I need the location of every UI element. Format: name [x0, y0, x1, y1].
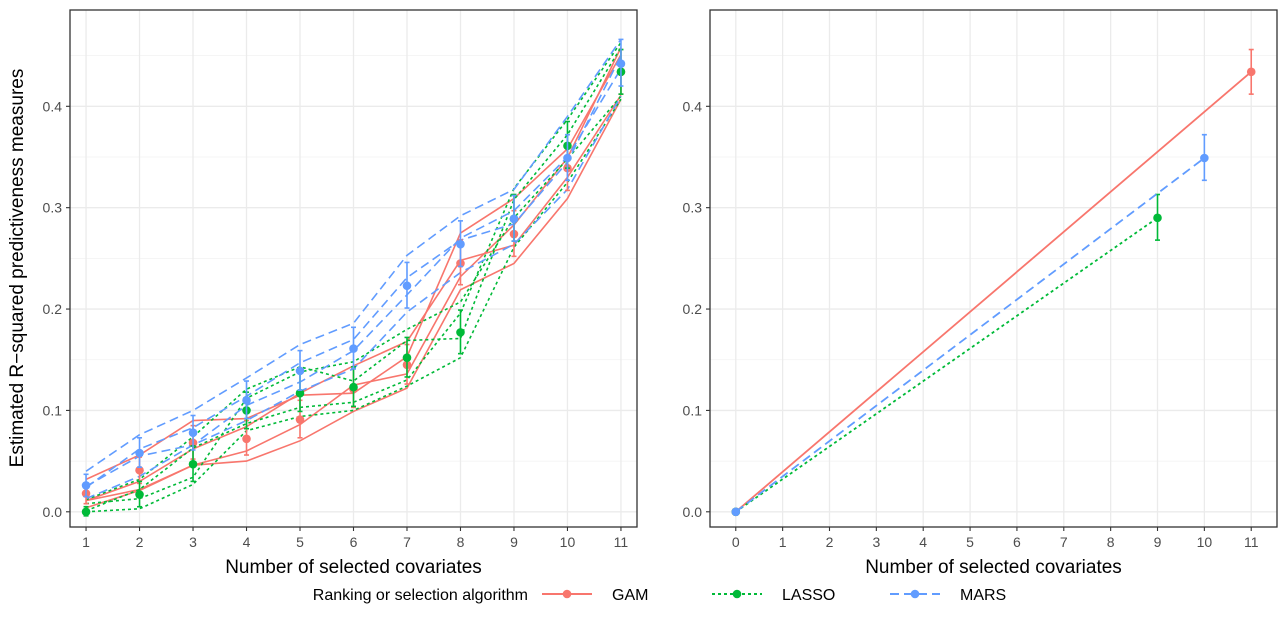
data-point-lasso	[135, 490, 144, 499]
x-tick-label: 5	[296, 534, 304, 550]
legend-label-lasso: LASSO	[782, 587, 835, 604]
x-tick-label: 3	[189, 534, 197, 550]
data-point-mars	[295, 366, 305, 376]
x-tick-label: 5	[966, 534, 974, 550]
x-tick-label: 8	[457, 534, 465, 550]
y-tick-label: 0.1	[683, 402, 703, 418]
x-axis-title: Number of selected covariates	[225, 557, 482, 578]
y-tick-label: 0.2	[43, 301, 63, 317]
data-point-lasso	[349, 382, 358, 392]
panel-left: 1 2 3 4 5 6 7 8 9 10 11 0.0 0.1 0.2 0.3 0.4 Number of se…	[43, 9, 638, 578]
legend-label-mars: MARS	[960, 587, 1006, 604]
data-point-gam	[135, 465, 144, 475]
x-tick-label: 7	[1060, 534, 1068, 550]
y-tick-label: 0.0	[683, 504, 703, 520]
legend-key-point-gam	[562, 589, 572, 599]
x-tick-label: 6	[1013, 534, 1021, 550]
legend-key-point-mars	[910, 589, 920, 599]
series-line-lasso	[735, 217, 1159, 513]
band-line-mars	[85, 38, 622, 472]
data-point-mars	[242, 395, 251, 405]
x-tick-label: 1	[82, 534, 90, 550]
data-point-mars	[349, 344, 358, 353]
legend-label-gam: GAM	[612, 587, 648, 604]
data-point-lasso	[402, 353, 412, 363]
data-point-lasso	[295, 388, 305, 398]
data-point-gam	[295, 415, 305, 424]
data-point-gam	[1246, 67, 1256, 77]
data-point-mars	[616, 59, 626, 69]
data-point-mars	[81, 481, 91, 490]
x-tick-label: 2	[826, 534, 834, 550]
y-tick-label: 0.1	[43, 402, 63, 418]
data-point-lasso	[188, 459, 198, 469]
legend-title: Ranking or selection algorithm	[313, 587, 528, 604]
legend-key-point-lasso	[732, 589, 742, 599]
data-point-mars	[456, 239, 465, 249]
data-point-mars	[563, 153, 572, 163]
data-point-mars	[509, 214, 519, 224]
x-tick-label: 4	[919, 534, 927, 550]
data-point-mars	[188, 428, 198, 438]
data-point-gam	[242, 434, 251, 444]
y-tick-label: 0.4	[683, 98, 703, 114]
y-tick-label: 0.3	[683, 200, 703, 216]
x-tick-label: 8	[1107, 534, 1115, 550]
x-axis-title: Number of selected covariates	[865, 557, 1122, 578]
x-tick-label: 4	[243, 534, 251, 550]
data-point-lasso	[81, 507, 91, 517]
x-tick-label: 6	[350, 534, 358, 550]
x-tick-label: 11	[1244, 534, 1259, 550]
data-point-lasso	[1153, 213, 1162, 223]
data-point-lasso	[456, 328, 465, 337]
x-tick-label: 3	[872, 534, 880, 550]
x-tick-label: 2	[136, 534, 144, 550]
data-point-mars	[402, 281, 412, 291]
panel-border	[709, 9, 1278, 528]
y-tick-label: 0.0	[43, 504, 63, 520]
x-tick-label: 9	[510, 534, 518, 550]
y-tick-label: 0.3	[43, 200, 63, 216]
x-tick-label: 0	[732, 534, 740, 550]
x-tick-label: 1	[779, 534, 787, 550]
band-line-mars	[85, 55, 622, 489]
x-tick-label: 11	[614, 534, 629, 550]
x-tick-label: 9	[1154, 534, 1162, 550]
y-tick-label: 0.4	[43, 98, 63, 114]
data-point-mars	[135, 448, 144, 458]
series-line-gam	[735, 71, 1252, 513]
band-line-lasso	[85, 47, 622, 501]
x-tick-label: 10	[560, 534, 576, 550]
y-tick-label: 0.2	[683, 301, 703, 317]
y-axis-title: Estimated R−squared predictiveness measu…	[7, 69, 28, 468]
band-line-lasso	[86, 98, 622, 513]
x-tick-label: 7	[403, 534, 411, 550]
data-point-mars	[1200, 153, 1209, 163]
x-tick-label: 10	[1197, 534, 1213, 550]
panel-right: 0 1 2 3 4 5 6 7 8 9 10 11 0.0 0.1 0.2 0.3 0.4 Number of s…	[683, 9, 1278, 578]
data-point-mars	[731, 507, 741, 517]
legend: Ranking or selection algorithm GAM LASSO M…	[313, 587, 1006, 604]
